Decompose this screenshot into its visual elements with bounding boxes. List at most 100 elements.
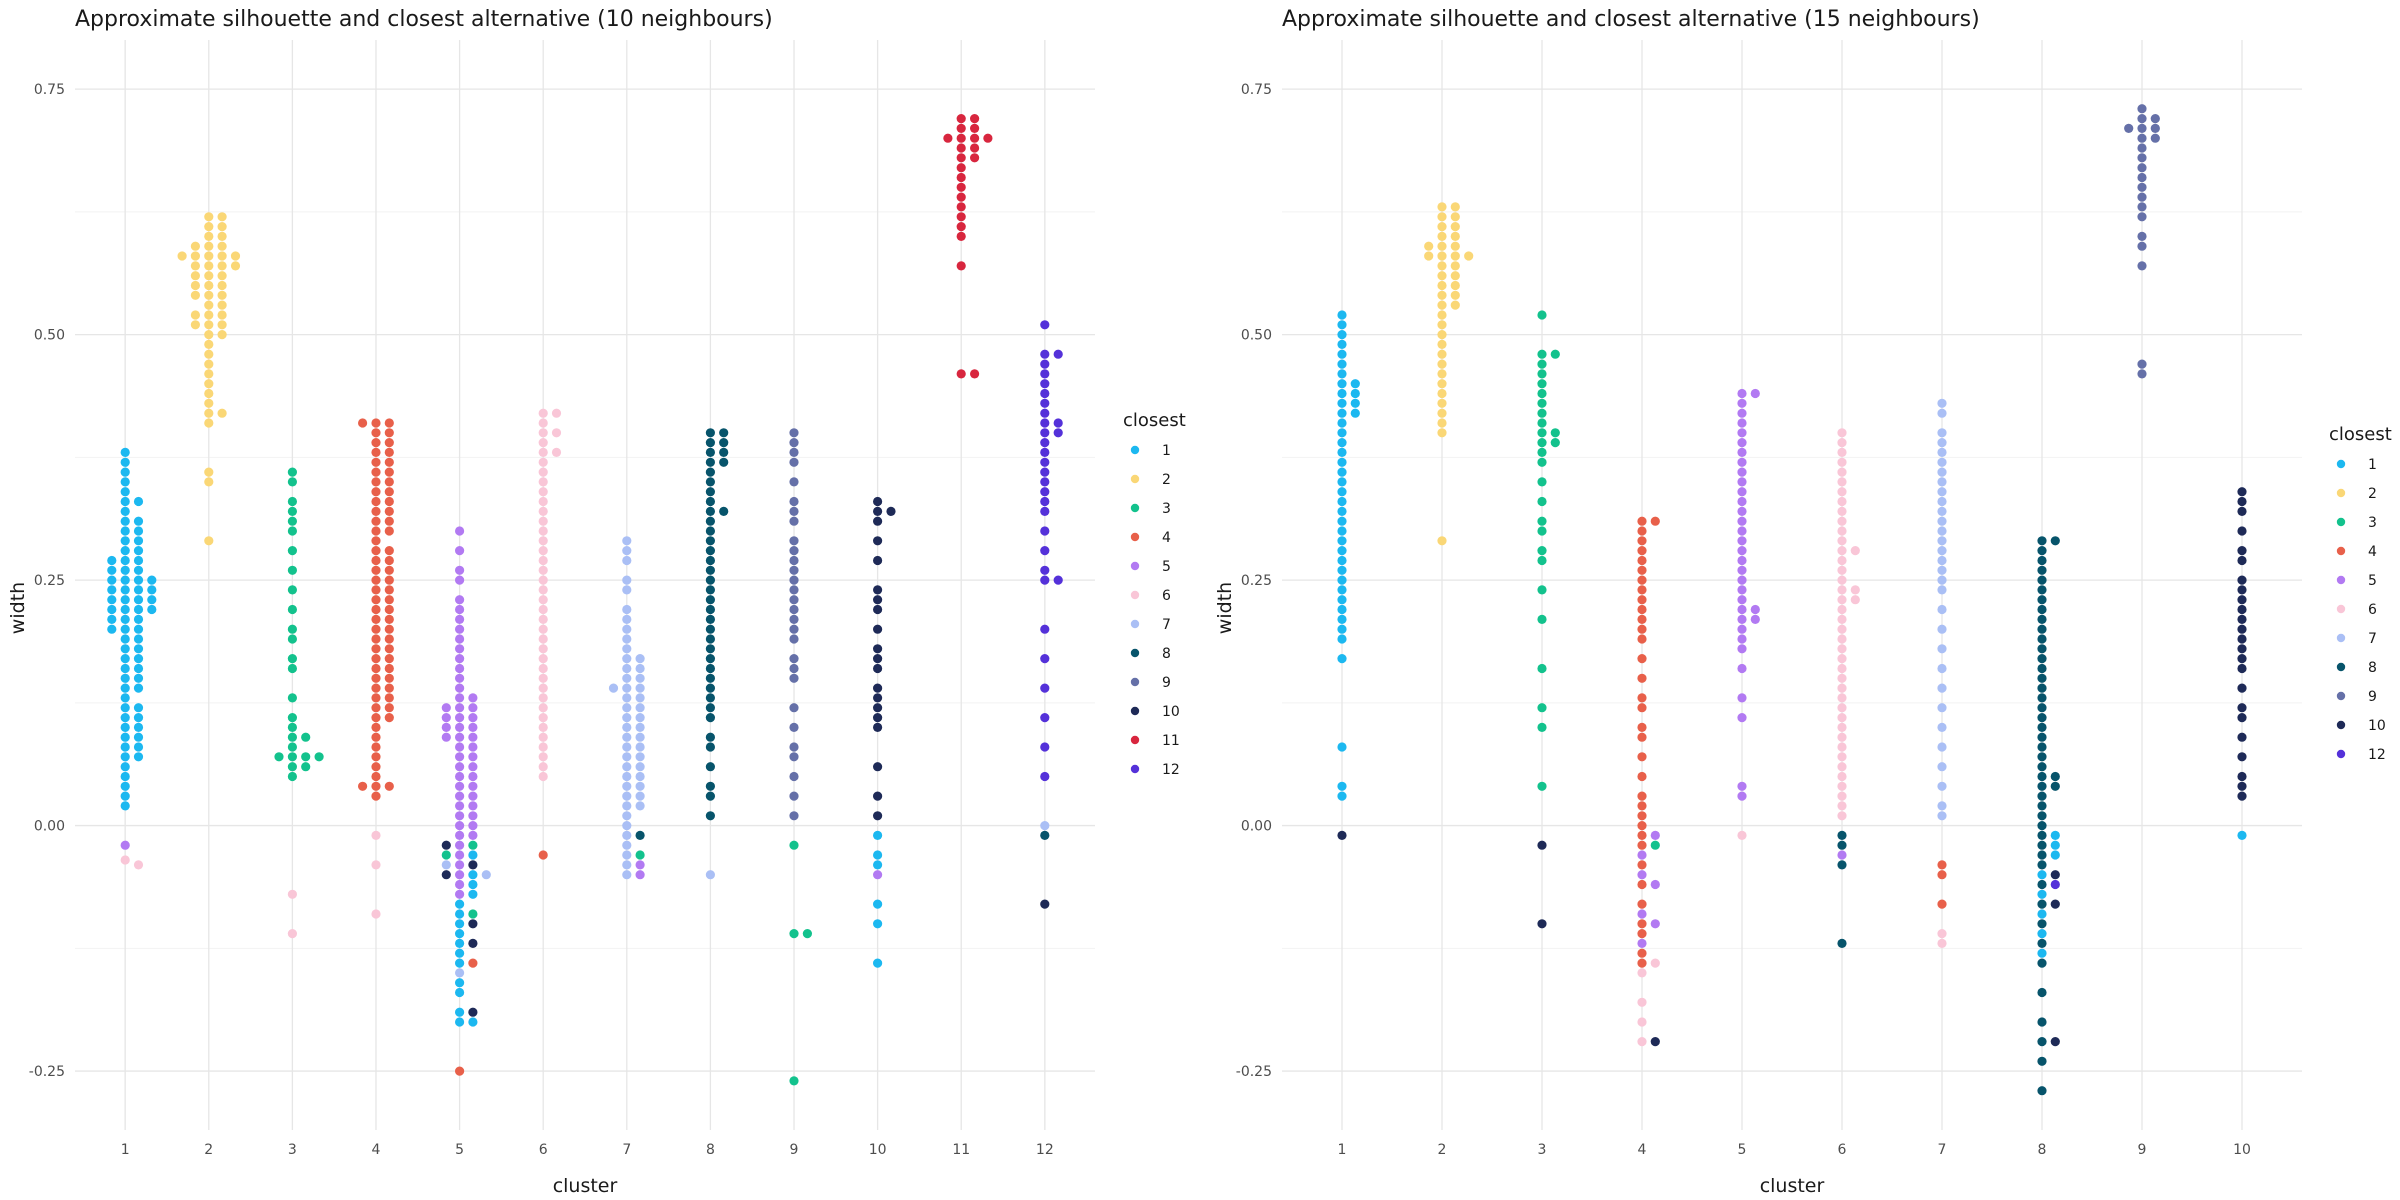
data-point-cluster-7 [635,722,645,733]
x-tick-label: 2 [204,1142,213,1158]
data-point-cluster-9 [789,575,799,585]
data-point-cluster-12 [1040,506,1050,516]
data-point-cluster-10 [873,919,883,929]
data-point-cluster-10 [873,595,883,605]
data-point-cluster-8 [2037,703,2047,713]
data-point-cluster-11 [956,369,966,379]
data-point-cluster-11 [956,182,966,192]
data-point-cluster-6 [538,732,548,742]
data-point-cluster-6 [538,428,548,438]
data-point-cluster-5 [1737,506,1747,516]
data-point-cluster-7 [622,860,632,870]
data-point-cluster-2 [1437,320,1447,330]
data-point-cluster-11 [970,123,980,133]
data-point-cluster-10 [2237,614,2247,625]
data-point-cluster-4 [1637,1017,1647,1027]
data-point-cluster-9 [789,722,799,733]
data-point-cluster-5 [455,703,465,713]
data-point-cluster-2 [1437,241,1447,251]
data-point-cluster-8 [2037,821,2047,831]
data-point-cluster-12 [1040,821,1050,831]
data-point-cluster-7 [635,762,645,772]
data-point-cluster-5 [455,987,465,998]
data-point-cluster-6 [1837,565,1847,575]
data-point-cluster-8 [2037,938,2047,949]
data-point-cluster-4 [371,565,381,575]
data-point-cluster-8 [2037,948,2047,958]
data-point-cluster-4 [371,438,381,448]
data-point-cluster-1 [133,555,144,566]
data-point-cluster-8 [705,565,716,575]
data-point-cluster-4 [371,624,381,634]
data-point-cluster-11 [943,133,953,143]
data-point-cluster-6 [538,762,548,772]
legend-label: 10 [1162,704,1180,720]
data-point-cluster-7 [1937,870,1947,880]
data-point-cluster-2 [217,280,227,291]
data-point-cluster-1 [107,565,117,575]
points [107,114,1063,1086]
data-point-cluster-8 [2037,624,2047,634]
data-point-cluster-1 [120,546,130,556]
data-point-cluster-5 [1737,565,1747,575]
grid [1282,40,2302,1130]
data-point-cluster-8 [2037,762,2047,772]
data-point-cluster-3 [314,752,324,762]
data-point-cluster-3 [287,713,297,723]
data-point-cluster-11 [956,192,966,202]
data-point-cluster-4 [371,555,381,566]
data-point-cluster-10 [2237,703,2247,713]
data-point-cluster-2 [1450,231,1460,241]
data-point-cluster-8 [705,683,716,693]
data-point-cluster-1 [1337,536,1347,546]
data-point-cluster-5 [1737,614,1747,625]
data-point-cluster-2 [217,408,227,418]
data-point-cluster-3 [287,565,297,575]
data-point-cluster-6 [538,693,548,703]
data-point-cluster-1 [133,496,144,507]
data-point-cluster-1 [1337,310,1347,320]
data-point-cluster-1 [133,713,144,723]
data-point-cluster-8 [719,428,729,438]
data-point-cluster-1 [147,595,157,605]
data-point-cluster-5 [455,713,465,723]
data-point-cluster-12 [1040,654,1050,664]
data-point-cluster-7 [1937,555,1947,566]
data-point-cluster-6 [1837,447,1847,457]
data-point-cluster-3 [287,722,297,733]
data-point-cluster-1 [107,555,117,566]
data-point-cluster-1 [1337,447,1347,457]
data-point-cluster-4 [384,457,394,467]
data-point-cluster-7 [608,683,619,693]
data-point-cluster-1 [120,713,130,723]
data-point-cluster-8 [2037,752,2047,762]
data-point-cluster-1 [1337,575,1347,585]
data-point-cluster-7 [1937,467,1947,477]
data-point-cluster-7 [622,791,632,801]
data-point-cluster-2 [217,271,227,281]
data-point-cluster-1 [1337,477,1347,487]
data-point-cluster-1 [120,506,130,516]
data-point-cluster-5 [468,703,478,713]
data-point-cluster-7 [1937,575,1947,585]
data-point-cluster-11 [956,222,966,232]
data-point-cluster-6 [551,408,562,418]
data-point-cluster-4 [384,595,394,605]
data-point-cluster-3 [1537,722,1547,733]
data-point-cluster-8 [2037,546,2047,556]
data-point-cluster-7 [622,555,632,566]
data-point-cluster-4 [384,565,394,575]
data-point-cluster-1 [133,752,144,762]
data-point-cluster-6 [538,654,548,664]
data-point-cluster-4 [384,644,394,654]
data-point-cluster-2 [1437,300,1447,310]
data-point-cluster-9 [789,555,799,566]
data-point-cluster-8 [2050,870,2060,880]
data-point-cluster-6 [538,703,548,713]
data-point-cluster-1 [1337,438,1347,448]
data-point-cluster-8 [705,693,716,703]
data-point-cluster-10 [2237,771,2247,782]
data-point-cluster-7 [622,821,632,831]
chart-panel-15-neighbours: Approximate silhouette and closest alter… [1214,7,2392,1197]
data-point-cluster-8 [2037,595,2047,605]
